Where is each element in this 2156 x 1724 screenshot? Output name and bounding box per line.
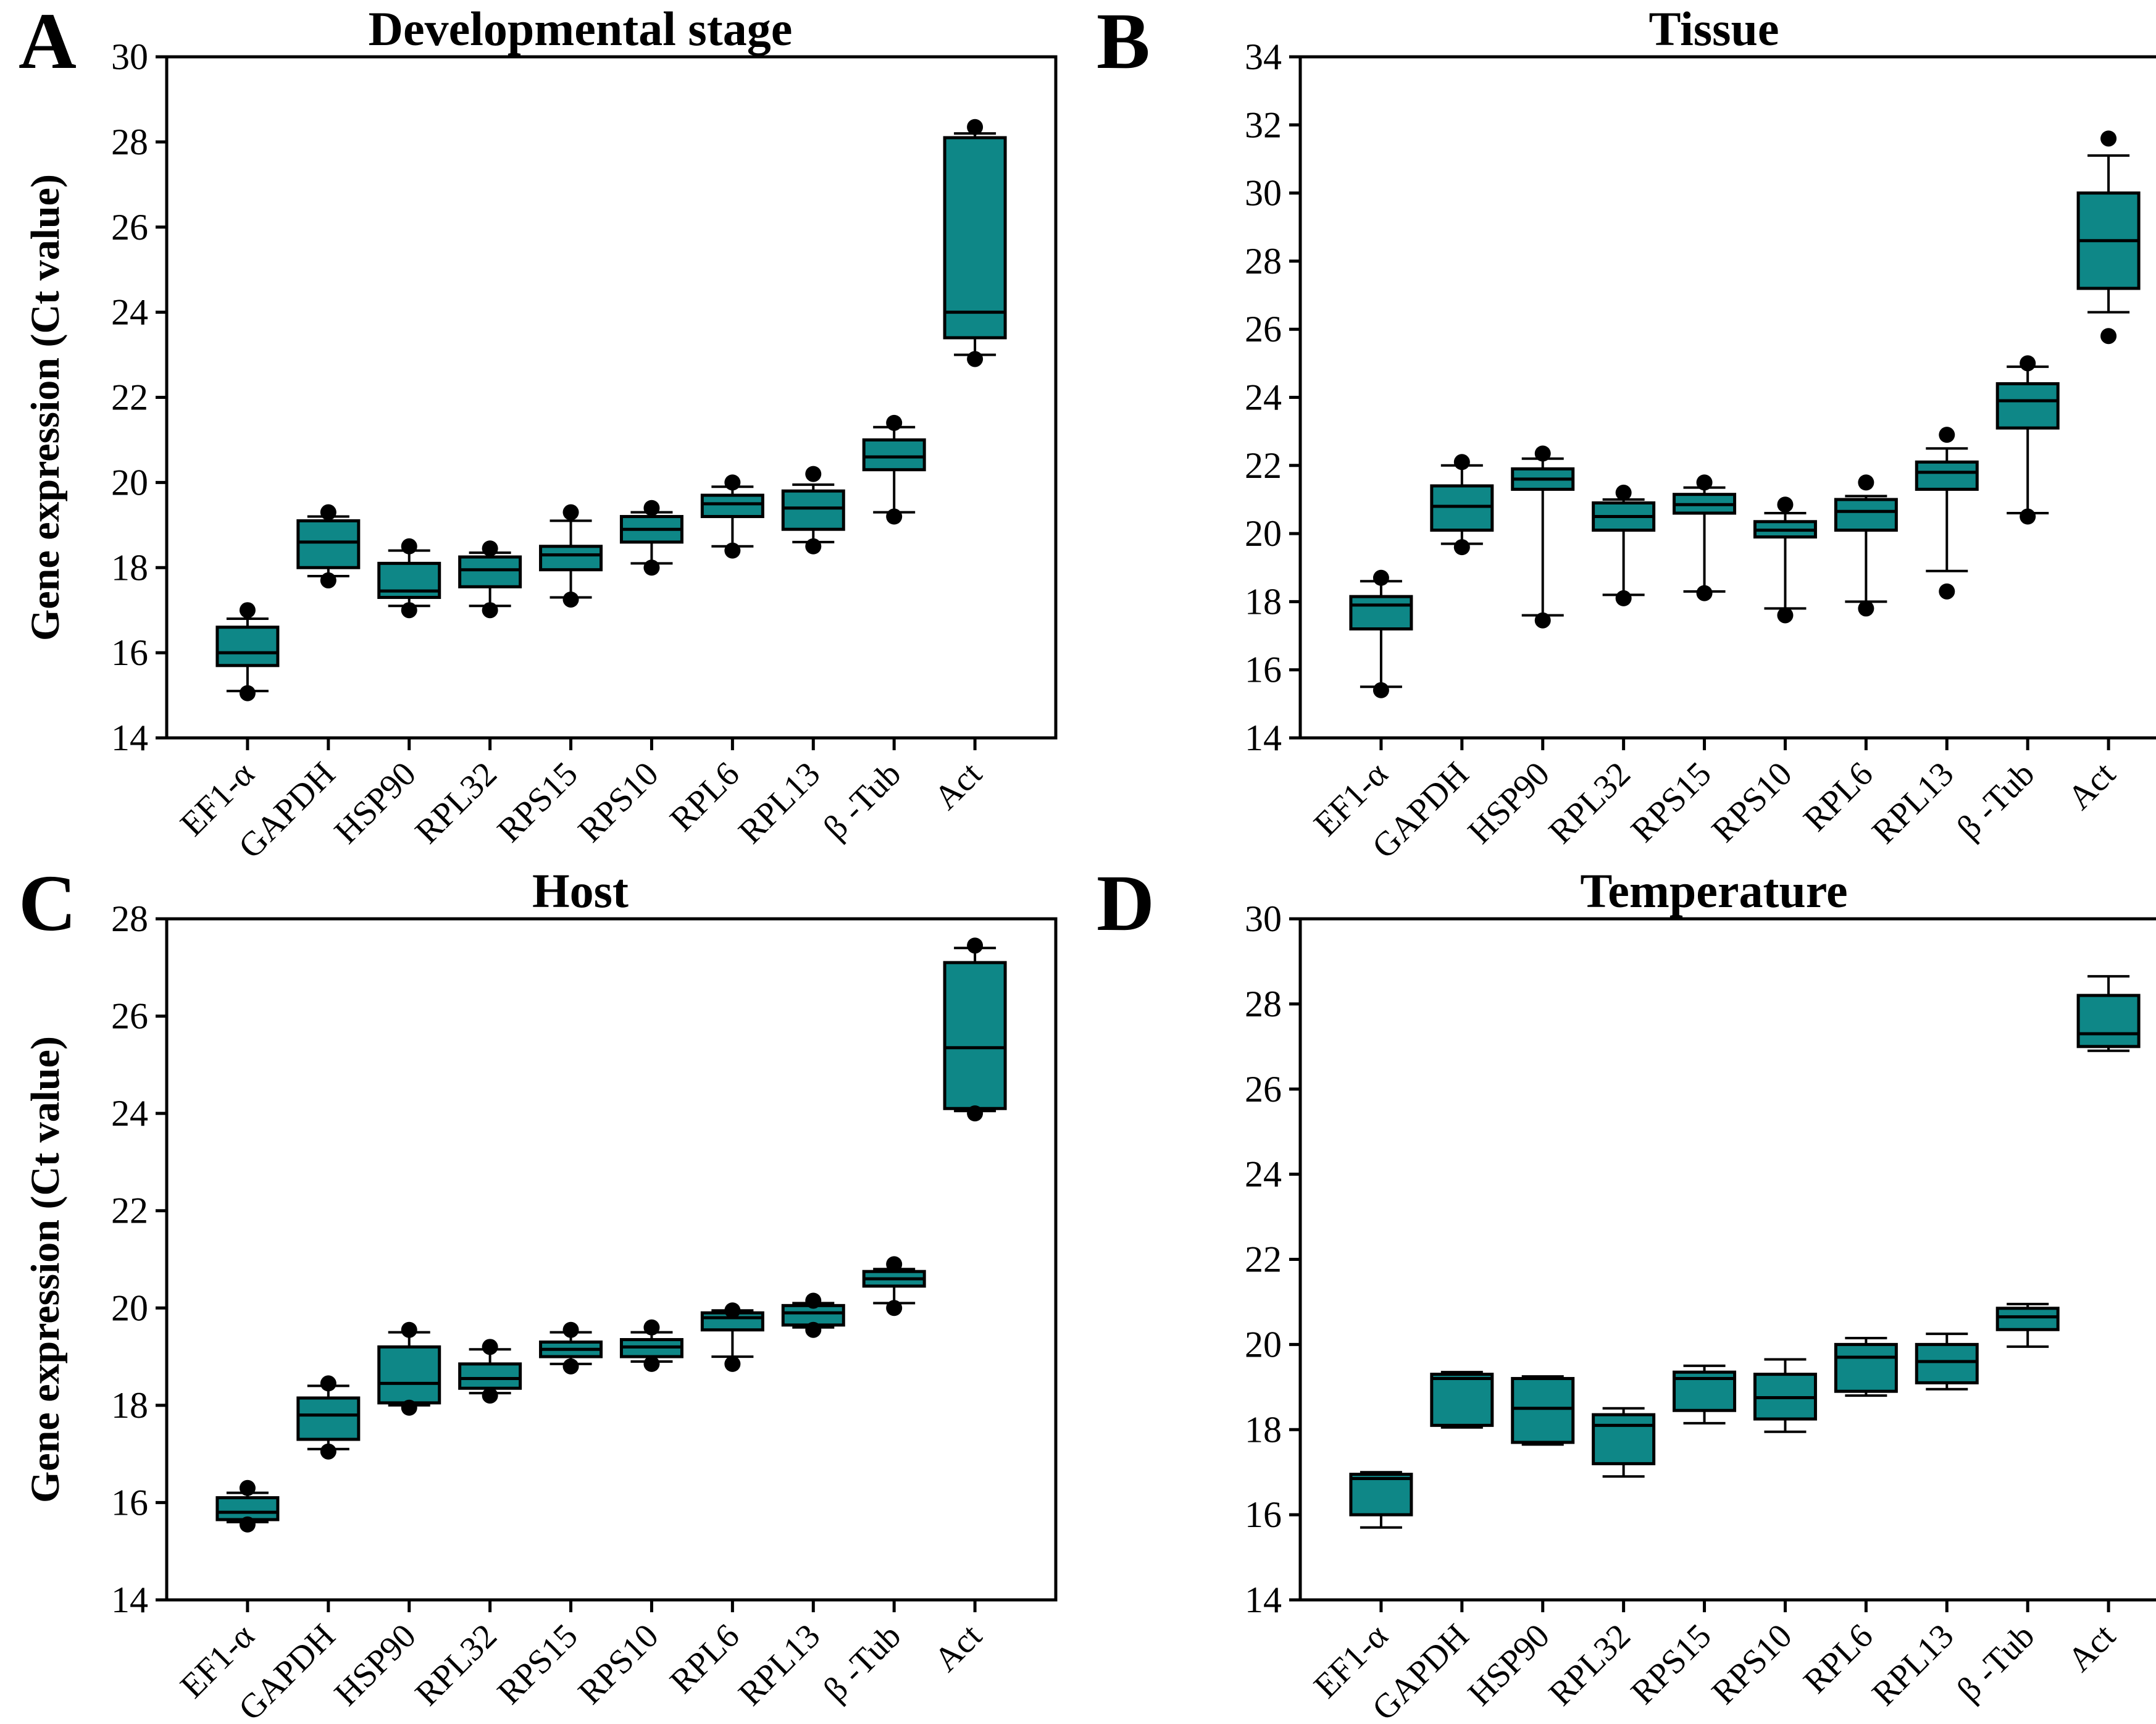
svg-text:24: 24 <box>111 1093 148 1134</box>
svg-text:20: 20 <box>1245 1324 1282 1365</box>
svg-text:14: 14 <box>1245 718 1282 758</box>
svg-text:28: 28 <box>111 122 148 162</box>
boxplot-chart-d: 141618202224262830EF1-αGAPDHHSP90RPL32RP… <box>1245 905 2156 1724</box>
svg-text:HSP90: HSP90 <box>1461 1617 1557 1713</box>
svg-text:18: 18 <box>111 1385 148 1426</box>
svg-text:30: 30 <box>111 43 148 77</box>
boxplot-chart-b: 1416182022242628303234EF1-αGAPDHHSP90RPL… <box>1245 43 2156 862</box>
y-axis-title: Gene expression (Ct value) <box>23 174 68 641</box>
svg-text:HSP90: HSP90 <box>327 1617 424 1713</box>
y-axis-title: Gene expression (Ct value) <box>23 1036 68 1503</box>
svg-text:RPS15: RPS15 <box>1624 755 1719 850</box>
svg-text:RPL32: RPL32 <box>1542 1617 1638 1713</box>
svg-text:RPL13: RPL13 <box>731 755 827 851</box>
panel-tissue: B Tissue 14 16 18 20 22 24 26 28 30 32 34 EF1-α GAPD… <box>1078 0 2156 862</box>
svg-text:22: 22 <box>1245 445 1282 486</box>
svg-text:34: 34 <box>1245 43 1282 77</box>
svg-text:20: 20 <box>111 462 148 503</box>
svg-text:β -Tub: β -Tub <box>816 1617 908 1709</box>
svg-text:30: 30 <box>1245 173 1282 214</box>
svg-text:26: 26 <box>1245 309 1282 349</box>
svg-text:14: 14 <box>111 718 148 758</box>
panel-title-temperature: Temperature <box>1580 864 1848 918</box>
svg-text:RPS10: RPS10 <box>571 1617 666 1712</box>
panel-host: C Host Gene expression (Ct value) 14 16 18… <box>0 862 1078 1724</box>
panel-title-developmental-stage: Developmental stage <box>368 2 793 56</box>
svg-text:28: 28 <box>1245 241 1282 282</box>
svg-text:RPL32: RPL32 <box>408 755 504 851</box>
svg-text:14: 14 <box>111 1580 148 1620</box>
svg-text:RPS15: RPS15 <box>1624 1617 1719 1712</box>
svg-text:β -Tub: β -Tub <box>816 755 908 847</box>
svg-text:β -Tub: β -Tub <box>1950 1617 2042 1709</box>
svg-text:26: 26 <box>111 996 148 1037</box>
svg-text:RPS10: RPS10 <box>1705 1617 1800 1712</box>
panel-title-tissue: Tissue <box>1648 2 1779 56</box>
svg-text:16: 16 <box>111 632 148 673</box>
svg-text:RPL32: RPL32 <box>1542 755 1638 851</box>
panel-letter-c: C <box>19 862 77 948</box>
svg-text:RPL13: RPL13 <box>1865 1617 1961 1713</box>
svg-text:14: 14 <box>1245 1580 1282 1620</box>
panel-letter-a: A <box>19 0 77 86</box>
svg-text:26: 26 <box>1245 1069 1282 1110</box>
panel-developmental-stage: A Developmental stage Gene expression (C… <box>0 0 1078 862</box>
svg-text:18: 18 <box>111 547 148 588</box>
svg-text:22: 22 <box>111 1190 148 1231</box>
svg-text:β -Tub: β -Tub <box>1950 755 2042 847</box>
panel-letter-d: D <box>1097 862 1155 948</box>
svg-text:Act: Act <box>2060 755 2123 817</box>
svg-text:22: 22 <box>111 377 148 418</box>
svg-text:Act: Act <box>2060 1617 2123 1679</box>
svg-text:24: 24 <box>111 292 148 333</box>
svg-text:RPS15: RPS15 <box>490 755 585 850</box>
svg-text:24: 24 <box>1245 377 1282 418</box>
boxplot-chart-c: 1416182022242628EF1-αGAPDHHSP90RPL32RPS1… <box>111 905 1058 1724</box>
panel-temperature: D Temperature 14 16 18 20 22 24 26 28 30 EF1-α GAP… <box>1078 862 2156 1724</box>
svg-text:HSP90: HSP90 <box>327 755 424 851</box>
svg-text:16: 16 <box>1245 1494 1282 1535</box>
svg-text:RPS10: RPS10 <box>1705 755 1800 850</box>
svg-text:RPL32: RPL32 <box>408 1617 504 1713</box>
svg-text:20: 20 <box>111 1287 148 1328</box>
svg-text:22: 22 <box>1245 1239 1282 1280</box>
svg-text:32: 32 <box>1245 104 1282 145</box>
svg-text:18: 18 <box>1245 581 1282 622</box>
svg-text:28: 28 <box>111 905 148 939</box>
svg-text:20: 20 <box>1245 513 1282 554</box>
svg-text:RPS10: RPS10 <box>571 755 666 850</box>
svg-text:26: 26 <box>111 207 148 248</box>
panel-title-host: Host <box>532 864 629 918</box>
svg-text:RPL13: RPL13 <box>731 1617 827 1713</box>
svg-text:Act: Act <box>927 755 989 817</box>
panel-letter-b: B <box>1097 0 1150 86</box>
svg-text:18: 18 <box>1245 1409 1282 1450</box>
svg-text:28: 28 <box>1245 984 1282 1024</box>
svg-text:24: 24 <box>1245 1154 1282 1195</box>
svg-text:16: 16 <box>1245 650 1282 690</box>
svg-text:RPL13: RPL13 <box>1865 755 1961 851</box>
svg-text:Act: Act <box>927 1617 989 1679</box>
svg-text:HSP90: HSP90 <box>1461 755 1557 851</box>
svg-text:RPS15: RPS15 <box>490 1617 585 1712</box>
boxplot-chart-a: 141618202224262830EF1-αGAPDHHSP90RPL32RP… <box>111 43 1058 862</box>
svg-text:30: 30 <box>1245 905 1282 939</box>
svg-text:16: 16 <box>111 1482 148 1523</box>
